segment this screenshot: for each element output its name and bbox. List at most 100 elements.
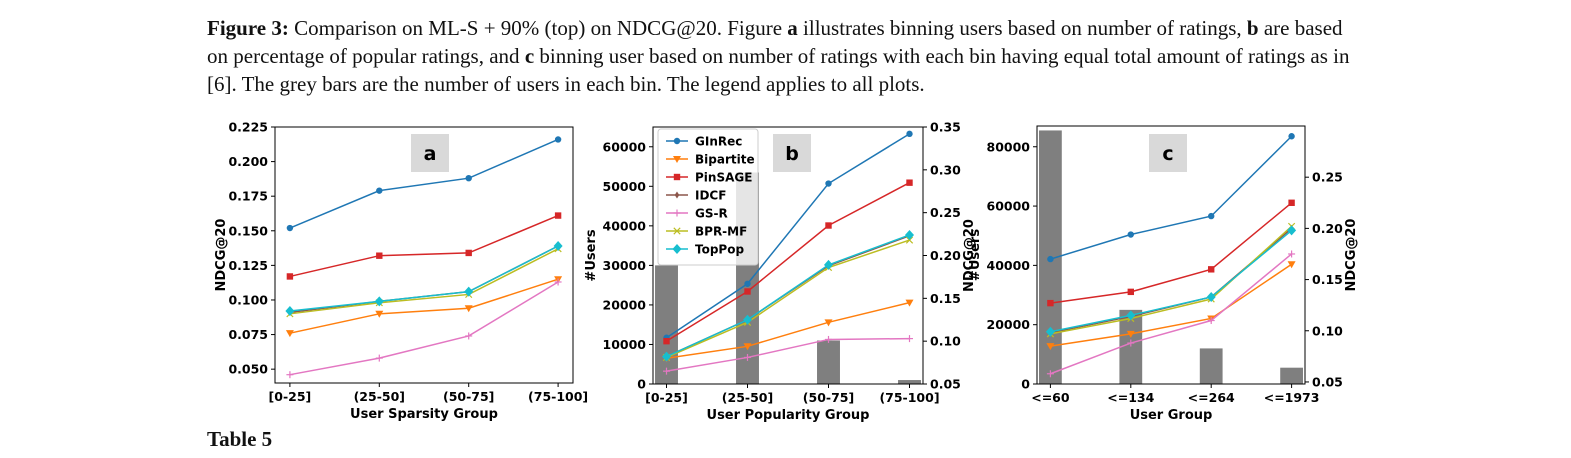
x-tick-label: [0-25]	[269, 389, 312, 404]
y-axis-label: #Users	[584, 229, 599, 281]
marker-ginrec	[1127, 231, 1135, 238]
y-tick-label: 0.175	[228, 189, 268, 204]
series-line-bpr-mf	[289, 248, 559, 315]
y-right-tick-label: 0.35	[930, 120, 961, 135]
marker-toppop	[1287, 225, 1297, 236]
panel-badge	[773, 134, 811, 172]
legend-label: GInRec	[695, 135, 742, 149]
marker-pinsage	[286, 273, 294, 280]
series-gs-r	[663, 335, 913, 375]
marker-bpr-mf	[905, 236, 914, 244]
marker-toppop	[464, 286, 474, 297]
y-right-tick-label: 0.05	[930, 377, 961, 392]
caption-label: Figure 3:	[207, 16, 289, 40]
marker-pinsage	[906, 179, 913, 186]
marker-bipartite	[673, 156, 681, 163]
marker-pinsage	[376, 252, 383, 259]
legend-label: BPR-MF	[695, 225, 747, 239]
y-tick-label: 0.050	[228, 362, 268, 377]
marker-toppop	[285, 306, 295, 317]
marker-toppop	[824, 259, 833, 270]
series-line-pinsage	[289, 214, 559, 278]
x-tick-label: (75-100]	[879, 390, 939, 405]
x-tick-label: [0-25]	[645, 390, 688, 405]
marker-toppop	[662, 351, 671, 362]
x-tick-label: <=264	[1188, 390, 1235, 405]
panel-letter: b	[785, 143, 799, 165]
series-line-bipartite	[289, 278, 559, 334]
panel-letter: c	[1162, 143, 1173, 165]
y-right-tick-label: 0.20	[930, 248, 961, 263]
series-gs-r	[1046, 250, 1296, 378]
y-tick-label: 40000	[987, 258, 1031, 273]
series-pinsage	[663, 179, 913, 345]
figure-caption: Figure 3: Comparison on ML-S + 90% (top)…	[207, 14, 1367, 98]
caption-text-2: illustrates binning users based on numbe…	[797, 16, 1247, 40]
y-tick-label: 0.200	[228, 154, 268, 169]
y-axis-label: #Users	[968, 229, 983, 281]
legend-entry-toppop: TopPop	[666, 243, 744, 257]
y-tick-label: 0	[637, 377, 646, 392]
y-right-tick-label: 0.30	[930, 162, 961, 177]
user-count-bar	[1119, 309, 1143, 384]
user-count-bar	[1199, 348, 1223, 384]
chart-panel-a: 0.050 0.075 0.100 0.125 0.150 0.175 0.200 0.225…	[214, 120, 588, 423]
y-tick-label: 0.075	[228, 327, 268, 342]
marker-pinsage	[1127, 288, 1134, 296]
series-line-gs-r	[289, 281, 559, 376]
panel-letter: a	[424, 143, 437, 165]
marker-pinsage	[465, 249, 472, 257]
y-tick-label: 0.125	[228, 258, 268, 273]
marker-toppop	[1045, 326, 1055, 337]
series-line-toppop	[289, 245, 559, 312]
marker-toppop	[553, 241, 563, 252]
y-tick-label: 30000	[603, 258, 647, 273]
x-tick-label: (25-50]	[354, 389, 405, 404]
marker-bipartite	[743, 343, 752, 351]
marker-ginrec	[825, 180, 832, 187]
series-line-ginrec	[289, 138, 559, 229]
series-line-toppop	[1050, 229, 1293, 333]
series-line-gs-r	[1050, 253, 1293, 375]
legend-label: TopPop	[695, 243, 744, 257]
marker-toppop	[743, 314, 752, 325]
marker-pinsage	[1208, 266, 1215, 273]
marker-toppop	[374, 296, 384, 307]
caption-text-4: binning user based on number of ratings …	[207, 44, 1350, 96]
y-tick-label: 0.225	[228, 120, 268, 135]
series-line-pinsage	[1050, 202, 1293, 304]
legend-entry-gs-r: GS-R	[666, 207, 728, 221]
y-right-tick-label: 0.15	[930, 291, 961, 306]
y-right-tick-label: 0.20	[1312, 221, 1343, 236]
marker-ginrec	[376, 187, 383, 194]
y-axis-label: NDCG@20	[214, 219, 229, 292]
marker-bipartite	[375, 310, 384, 318]
series-ginrec	[286, 136, 562, 232]
marker-bipartite	[1046, 343, 1055, 351]
series-line-pinsage	[666, 182, 910, 342]
marker-ginrec	[465, 175, 472, 182]
panel-badge	[1149, 134, 1187, 172]
legend-label: IDCF	[695, 189, 726, 203]
series-bipartite	[285, 276, 563, 338]
series-line-bpr-mf	[1050, 225, 1293, 335]
marker-toppop	[672, 244, 682, 254]
series-bipartite	[1046, 261, 1296, 351]
table-heading: Table 5	[207, 427, 273, 451]
y-right-tick-label: 0.10	[1312, 323, 1343, 338]
x-tick-label: (75-100]	[528, 389, 588, 404]
marker-ginrec	[554, 136, 562, 143]
legend-label: Bipartite	[695, 153, 755, 167]
marker-ginrec	[286, 224, 294, 232]
x-axis-label: User Popularity Group	[707, 408, 870, 423]
plot-frame	[274, 126, 574, 384]
marker-pinsage	[744, 288, 751, 295]
marker-pinsage	[663, 337, 670, 345]
series-line-ginrec	[1050, 135, 1293, 260]
marker-toppop	[905, 229, 914, 240]
series-pinsage	[1047, 199, 1295, 307]
y-tick-label: 50000	[603, 179, 647, 194]
marker-ginrec	[673, 137, 681, 145]
series-pinsage	[286, 212, 562, 280]
